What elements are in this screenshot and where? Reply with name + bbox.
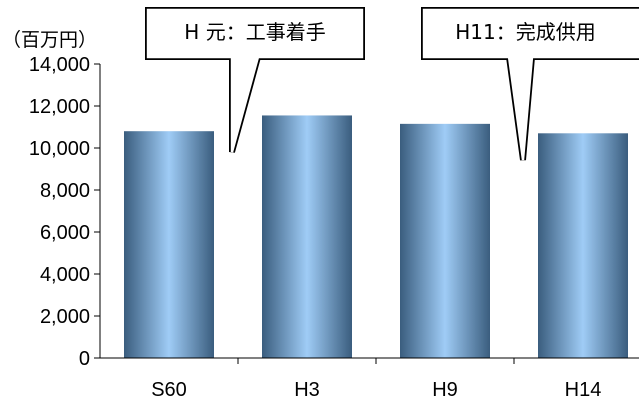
bar-h14	[538, 133, 628, 358]
axes-group: 0 2,000 4,000 6,000 8,000 10,000 12,000 14,000 S…	[29, 54, 639, 401]
callout-border-inner	[422, 8, 639, 161]
callout-border-inner	[146, 8, 364, 153]
y-tick-label: 4,000	[40, 264, 90, 286]
x-tick-label: H9	[432, 379, 458, 401]
callout-2: H11：完成供用	[421, 7, 639, 161]
callouts-group: H 元：工事着手 H11：完成供用	[145, 7, 639, 161]
y-tick-label: 6,000	[40, 222, 90, 244]
y-tick-label: 12,000	[29, 96, 90, 118]
bars-group	[124, 115, 628, 358]
bar-h3	[262, 115, 352, 358]
y-tick-label: 8,000	[40, 180, 90, 202]
x-tick-label: S60	[151, 379, 187, 401]
callout-text: H11：完成供用	[455, 20, 596, 44]
y-tick-label: 2,000	[40, 306, 90, 328]
x-tick-label: H14	[565, 379, 602, 401]
callout-text: H 元：工事着手	[184, 20, 325, 44]
y-tick-label: 0	[79, 348, 90, 370]
y-axis-unit-label: （百万円）	[2, 29, 97, 51]
bar-h9	[400, 123, 490, 358]
callout-1: H 元：工事着手	[145, 7, 365, 153]
bar-s60	[124, 131, 214, 358]
y-tick-label: 10,000	[29, 138, 90, 160]
y-tick-label: 14,000	[29, 54, 90, 76]
x-tick-label: H3	[294, 379, 320, 401]
